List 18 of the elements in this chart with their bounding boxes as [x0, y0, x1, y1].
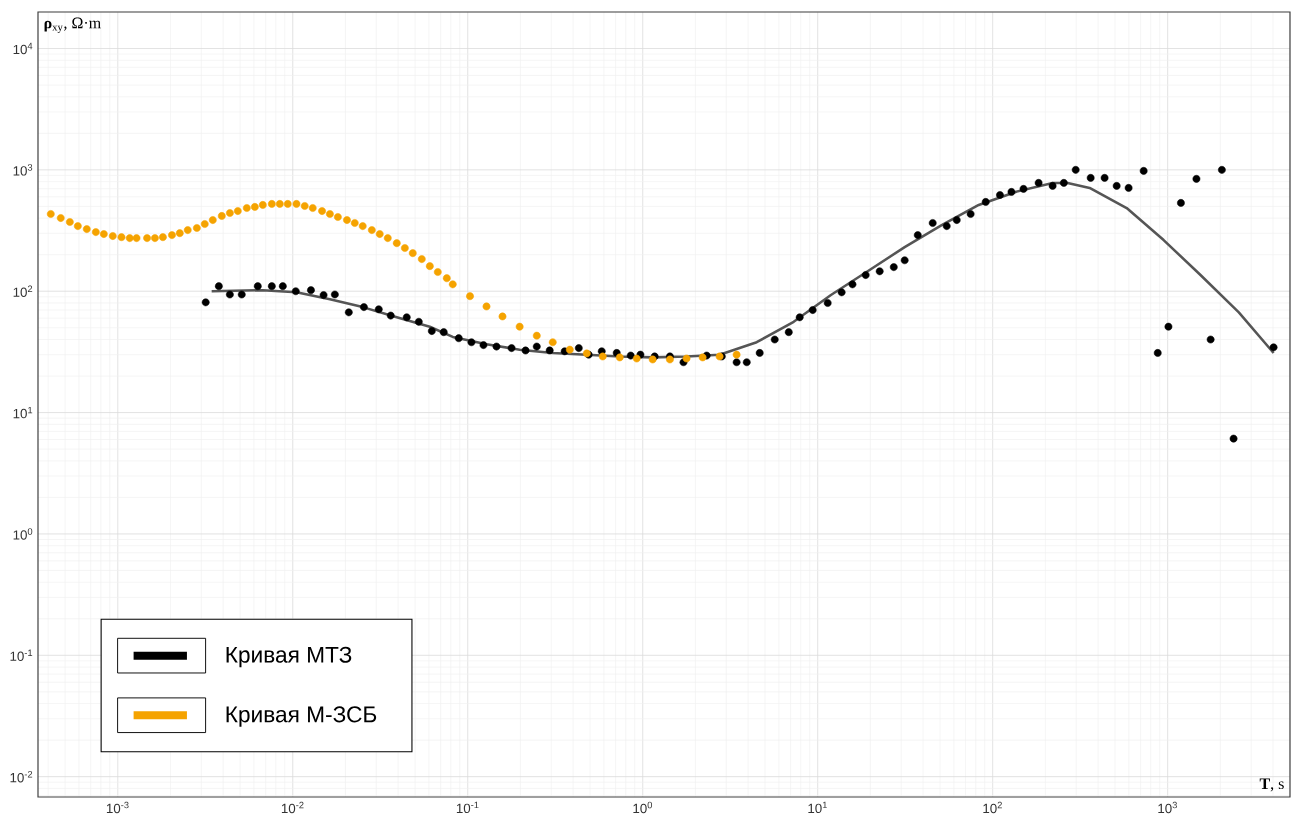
- x-tick-label: 10$^{-2}$: [281, 801, 304, 814]
- x-tick-label: 10$^{3}$: [1158, 801, 1177, 814]
- y-tick-label: 10$^{2}$: [13, 285, 33, 297]
- x-tick-label: 10$^{-1}$: [456, 801, 479, 814]
- x-tick-label: 10$^{-3}$: [106, 801, 129, 814]
- y-tick-label: 10$^{3}$: [13, 164, 33, 176]
- y-tick-label: 10$^{1}$: [13, 406, 33, 419]
- legend-label: Кривая МТЗ: [226, 646, 352, 668]
- legend-label: Кривая М-ЗСБ: [226, 706, 377, 727]
- x-axis-title: T, s: [1259, 778, 1284, 792]
- x-tick-label: 10$^{2}$: [983, 801, 1002, 814]
- x-tick-label: 10$^{1}$: [808, 801, 827, 814]
- y-tick-label: 10$^{4}$: [13, 42, 33, 55]
- y-axis-title: ρ$_{xy}$, Ω·m: [44, 17, 101, 33]
- y-tick-label: 10$^{0}$: [13, 528, 33, 540]
- y-tick-label: 10$^{-1}$: [10, 649, 33, 661]
- y-tick-label: 10$^{-2}$: [10, 770, 33, 783]
- x-tick-label: 10$^{0}$: [633, 801, 653, 814]
